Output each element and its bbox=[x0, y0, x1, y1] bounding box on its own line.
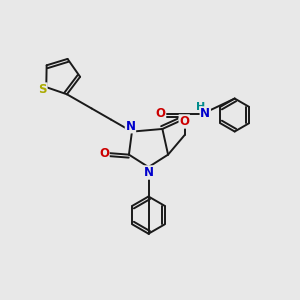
Text: N: N bbox=[143, 166, 154, 179]
Text: O: O bbox=[179, 115, 189, 128]
Text: H: H bbox=[196, 102, 205, 112]
Text: S: S bbox=[38, 83, 47, 96]
Text: N: N bbox=[125, 120, 136, 133]
Text: O: O bbox=[156, 107, 166, 120]
Text: O: O bbox=[99, 147, 109, 160]
Text: N: N bbox=[200, 107, 210, 120]
